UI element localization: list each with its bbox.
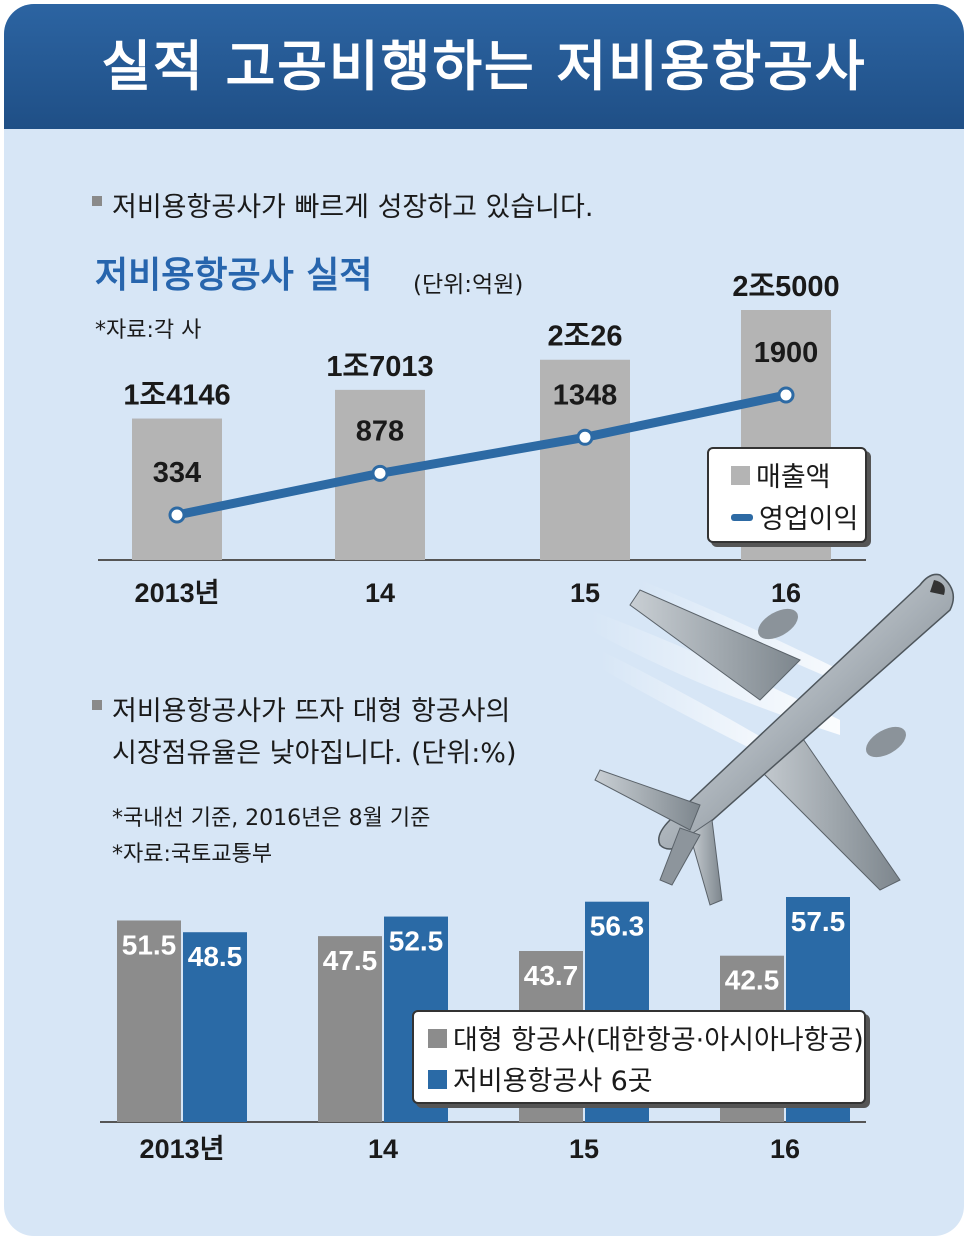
bullet-icon (92, 699, 102, 710)
operating-profit-data-label: 878 (356, 415, 404, 447)
lcc-data-label: 48.5 (188, 941, 243, 972)
operating-profit-point (168, 506, 186, 524)
bullet-icon (92, 195, 102, 206)
lcc-bar (183, 932, 247, 1122)
x-tick-label: 2013년 (140, 1134, 225, 1164)
x-tick-label: 15 (570, 578, 600, 608)
legend-label-operating-profit: 영업이익 (759, 504, 859, 535)
major-airline-bar (117, 920, 181, 1122)
major-airline-data-label: 51.5 (122, 929, 177, 960)
operating-profit-data-label: 1348 (553, 379, 618, 411)
legend-item-revenue: 매출액 (731, 455, 831, 494)
revenue-bar (540, 359, 630, 560)
revenue-bar (132, 418, 222, 560)
revenue-data-label: 2조26 (547, 321, 622, 353)
lcc-data-label: 52.5 (389, 926, 444, 957)
operating-profit-data-label: 1900 (754, 337, 819, 369)
chart2-legend: 대형 항공사(대한항공·아시아나항공) 저비용항공사 6곳 (412, 1010, 866, 1104)
legend-swatch-line (731, 514, 753, 521)
legend-item-major-airlines: 대형 항공사(대한항공·아시아나항공) (428, 1018, 864, 1057)
major-airline-data-label: 43.7 (524, 960, 579, 991)
legend-label-revenue: 매출액 (756, 462, 831, 493)
revenue-data-label: 2조5000 (732, 271, 839, 303)
x-tick-label: 14 (365, 578, 395, 608)
operating-profit-data-label: 334 (153, 457, 201, 489)
major-airline-data-label: 42.5 (725, 965, 780, 996)
section1-note: 저비용항공사가 빠르게 성장하고 있습니다. (92, 188, 593, 228)
section2-note-line2: 시장점유율은 낮아집니다. (단위:%) (112, 738, 517, 769)
operating-profit-point (371, 464, 389, 482)
chart1-title: 저비용항공사 실적 (95, 255, 373, 296)
chart1-group: 1조4146 2013년 1조7013 14 2조26 15 2조5000 16 334 878 1… (98, 271, 866, 608)
section2-note-line1-text: 저비용항공사가 뜨자 대형 항공사의 (112, 696, 511, 727)
airplane-icon (590, 573, 955, 906)
major-airline-bar (318, 936, 382, 1122)
legend-item-lcc: 저비용항공사 6곳 (428, 1059, 653, 1098)
legend-swatch-dark-gray (428, 1029, 447, 1048)
chart2-footnote-basis: *국내선 기준, 2016년은 8월 기준 (112, 806, 431, 831)
major-airline-data-label: 47.5 (323, 945, 378, 976)
x-tick-label: 16 (770, 1134, 800, 1164)
legend-swatch-blue (428, 1070, 447, 1089)
revenue-data-label: 1조7013 (326, 351, 433, 383)
chart1-source: *자료:각 사 (95, 318, 202, 343)
header-banner: 실적 고공비행하는 저비용항공사 (4, 4, 964, 129)
page-title: 실적 고공비행하는 저비용항공사 (101, 35, 867, 98)
legend-item-operating-profit: 영업이익 (731, 497, 858, 536)
chart1-unit: (단위:억원) (413, 272, 524, 298)
revenue-data-label: 1조4146 (123, 380, 230, 412)
x-tick-label: 14 (368, 1134, 398, 1164)
section1-note-text: 저비용항공사가 빠르게 성장하고 있습니다. (112, 192, 594, 223)
section2-note-line1: 저비용항공사가 뜨자 대형 항공사의 (92, 692, 510, 732)
chart2-footnote-source: *자료:국토교통부 (112, 842, 273, 867)
x-tick-label: 16 (771, 578, 801, 608)
lcc-data-label: 57.5 (791, 906, 846, 937)
x-tick-label: 2013년 (135, 578, 220, 608)
operating-profit-point (576, 428, 594, 446)
chart1-legend: 매출액 영업이익 (707, 447, 867, 543)
lcc-data-label: 56.3 (590, 911, 645, 942)
legend-swatch-gray (731, 466, 750, 485)
operating-profit-point (777, 386, 795, 404)
operating-profit-line (172, 390, 791, 520)
legend-label-lcc: 저비용항공사 6곳 (453, 1066, 653, 1097)
legend-label-major-airlines: 대형 항공사(대한항공·아시아나항공) (453, 1025, 864, 1056)
x-tick-label: 15 (569, 1134, 599, 1164)
